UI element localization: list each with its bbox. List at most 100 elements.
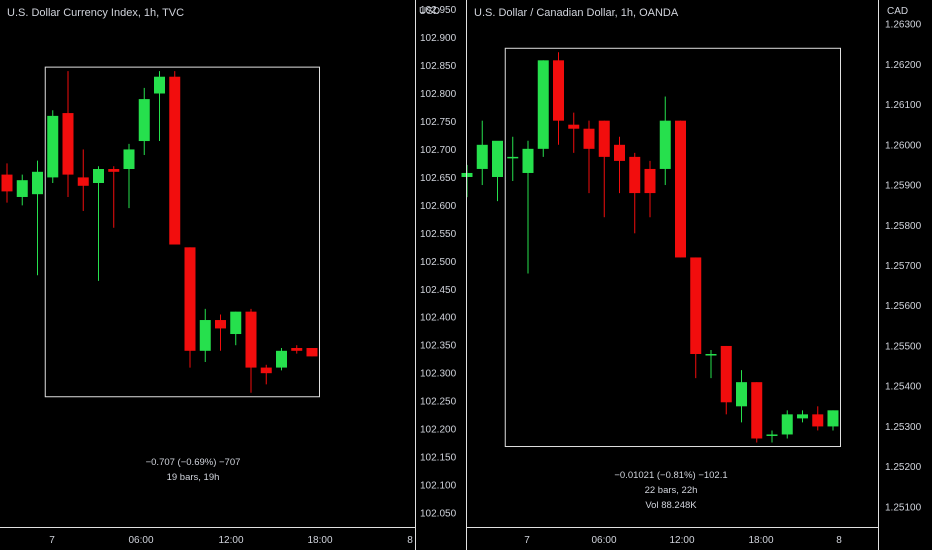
usdcad-candle[interactable]: [568, 112, 580, 153]
usdcad-candle-body: [553, 60, 564, 121]
dxy-candle-body: [184, 247, 196, 351]
usdcad-candle[interactable]: [720, 345, 732, 415]
dxy-chart-title: U.S. Dollar Currency Index, 1h, TVC: [7, 7, 184, 19]
dxy-candle[interactable]: [138, 87, 150, 156]
dxy-candle-body: [62, 113, 74, 175]
dxy-candle[interactable]: [62, 71, 74, 197]
usdcad-candle[interactable]: [583, 120, 595, 194]
dxy-candle[interactable]: [1, 163, 13, 203]
dxy-price-tick-label: 102.600: [420, 201, 457, 212]
usdcad-candle[interactable]: [690, 257, 702, 379]
dxy-candle-body: [260, 367, 272, 374]
dxy-candle-body: [123, 149, 135, 170]
usdcad-candle-body: [766, 434, 778, 436]
dxy-time-tick-label: 7: [49, 535, 55, 546]
dxy-price-tick-label: 102.800: [420, 89, 457, 100]
usdcad-candle[interactable]: [476, 120, 488, 186]
dxy-time-tick-label: 18:00: [307, 535, 332, 546]
usdcad-candle[interactable]: [492, 140, 503, 202]
usdcad-candle[interactable]: [522, 140, 534, 274]
usdcad-candle-body: [720, 345, 732, 403]
dxy-candle-body: [32, 171, 43, 195]
usdcad-candle[interactable]: [797, 410, 808, 423]
dxy-candle[interactable]: [291, 345, 303, 354]
dxy-candle-body: [16, 180, 28, 197]
usdcad-candle[interactable]: [675, 120, 686, 258]
dxy-candle[interactable]: [154, 71, 165, 142]
dxy-candle-body: [199, 320, 211, 351]
dxy-candle[interactable]: [199, 308, 211, 362]
usdcad-candle-body: [644, 168, 656, 194]
dxy-price-tick-label: 102.350: [420, 341, 457, 352]
usdcad-candle[interactable]: [537, 60, 549, 157]
usdcad-candle[interactable]: [827, 410, 839, 431]
dxy-candle[interactable]: [245, 308, 257, 393]
usdcad-price-axis[interactable]: 1.26300 1.26200 1.26100 1.26000 1.25900 1.258…: [885, 20, 922, 514]
usdcad-time-tick-label: 7: [524, 535, 530, 546]
dxy-price-tick-label: 102.250: [420, 397, 457, 408]
usdcad-chart-panel[interactable]: U.S. Dollar / Canadian Dollar, 1h, OANDA…: [461, 0, 922, 550]
dxy-candle-body: [245, 311, 257, 368]
dxy-candle-body: [93, 169, 104, 183]
usdcad-candle-body: [537, 60, 549, 149]
usdcad-measure-range-box[interactable]: [504, 47, 841, 448]
dxy-price-tick-label: 102.850: [420, 61, 457, 72]
usdcad-candle-body: [522, 148, 534, 173]
dxy-price-axis[interactable]: 102.950 102.900 102.850 102.800 102.750 102.7…: [420, 5, 457, 519]
usdcad-candle[interactable]: [629, 152, 641, 234]
usdcad-candle-body: [629, 156, 641, 194]
dxy-candle-body: [47, 115, 59, 178]
usdcad-candle[interactable]: [507, 136, 519, 182]
dxy-candle[interactable]: [169, 71, 181, 245]
usdcad-candle[interactable]: [598, 120, 610, 218]
dxy-candle-body: [291, 348, 303, 351]
dxy-chart-panel[interactable]: U.S. Dollar Currency Index, 1h, TVC USD …: [0, 0, 457, 550]
dxy-measure-label: −0.707 (−0.69%) −707 19 bars, 19h: [146, 457, 241, 483]
dxy-time-tick-label: 8: [407, 535, 413, 546]
usdcad-candle[interactable]: [614, 136, 625, 194]
dxy-candle[interactable]: [306, 348, 318, 357]
dxy-candle-body: [306, 348, 318, 357]
dxy-candle[interactable]: [93, 166, 104, 281]
dxy-candle-body: [77, 177, 89, 186]
usdcad-price-tick-label: 1.26200: [885, 60, 922, 71]
usdcad-price-tick-label: 1.26000: [885, 140, 922, 151]
dxy-candle[interactable]: [260, 364, 272, 385]
usdcad-time-axis[interactable]: 7 06:00 12:00 18:00 8: [524, 535, 842, 546]
usdcad-candle-body: [675, 120, 686, 258]
usdcad-candle[interactable]: [781, 410, 793, 439]
usdcad-candle[interactable]: [766, 430, 778, 443]
dxy-candle[interactable]: [32, 160, 43, 276]
usdcad-candle[interactable]: [659, 96, 671, 186]
dxy-measure-line: 19 bars, 19h: [167, 472, 220, 483]
usdcad-price-tick-label: 1.25400: [885, 382, 922, 393]
dxy-candle[interactable]: [16, 174, 28, 206]
dxy-time-axis[interactable]: 7 06:00 12:00 18:00 8: [49, 535, 413, 546]
usdcad-price-tick-label: 1.25600: [885, 301, 922, 312]
dxy-candle[interactable]: [47, 110, 59, 183]
usdcad-candle-body: [614, 144, 625, 161]
usdcad-candle[interactable]: [705, 349, 717, 379]
usdcad-candle[interactable]: [553, 52, 564, 145]
dxy-price-tick-label: 102.450: [420, 285, 457, 296]
dxy-candle[interactable]: [215, 314, 226, 351]
usdcad-time-tick-label: 12:00: [669, 535, 694, 546]
dxy-candle[interactable]: [230, 311, 242, 346]
dxy-candle-body: [1, 174, 13, 192]
usdcad-candle[interactable]: [736, 370, 747, 423]
usdcad-candle[interactable]: [644, 160, 656, 218]
usdcad-price-tick-label: 1.25800: [885, 221, 922, 232]
usdcad-candle[interactable]: [751, 382, 763, 443]
dxy-candles: [1, 71, 318, 393]
dxy-measure-range-box[interactable]: [44, 66, 320, 398]
dxy-price-tick-label: 102.750: [420, 117, 457, 128]
usdcad-candle[interactable]: [812, 406, 824, 431]
dxy-candle[interactable]: [184, 247, 196, 368]
dxy-candle[interactable]: [276, 348, 287, 371]
dxy-candle[interactable]: [108, 166, 120, 228]
dxy-price-tick-label: 102.400: [420, 313, 457, 324]
dxy-price-tick-label: 102.650: [420, 173, 457, 184]
usdcad-candle-body: [751, 382, 763, 439]
dxy-candle[interactable]: [77, 149, 89, 211]
dxy-candle[interactable]: [123, 143, 135, 209]
